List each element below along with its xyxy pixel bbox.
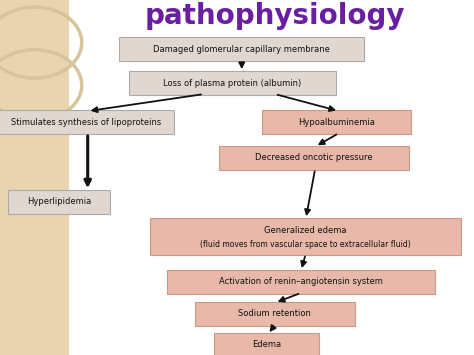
Text: Sodium retention: Sodium retention xyxy=(238,309,311,318)
FancyBboxPatch shape xyxy=(119,37,364,61)
Text: Activation of renin–angiotensin system: Activation of renin–angiotensin system xyxy=(219,277,383,286)
FancyBboxPatch shape xyxy=(219,146,409,170)
FancyBboxPatch shape xyxy=(129,71,336,95)
FancyBboxPatch shape xyxy=(262,110,411,134)
Text: Hypoalbuminemia: Hypoalbuminemia xyxy=(298,118,375,127)
FancyBboxPatch shape xyxy=(0,110,174,134)
Text: Edema: Edema xyxy=(252,340,281,349)
Text: Loss of plasma protein (albumin): Loss of plasma protein (albumin) xyxy=(163,78,301,88)
Text: Generalized edema: Generalized edema xyxy=(264,226,347,235)
FancyBboxPatch shape xyxy=(150,218,461,255)
FancyBboxPatch shape xyxy=(8,190,110,214)
Text: Damaged glomerular capillary membrane: Damaged glomerular capillary membrane xyxy=(153,45,330,54)
Text: Decreased oncotic pressure: Decreased oncotic pressure xyxy=(255,153,373,162)
FancyBboxPatch shape xyxy=(214,333,319,355)
FancyBboxPatch shape xyxy=(0,0,69,355)
FancyBboxPatch shape xyxy=(167,270,435,294)
Text: (fluid moves from vascular space to extracellular fluid): (fluid moves from vascular space to extr… xyxy=(201,240,411,248)
FancyBboxPatch shape xyxy=(195,302,355,326)
Text: Stimulates synthesis of lipoproteins: Stimulates synthesis of lipoproteins xyxy=(11,118,162,127)
Text: pathophysiology: pathophysiology xyxy=(145,2,405,30)
Text: Hyperlipidemia: Hyperlipidemia xyxy=(27,197,91,207)
